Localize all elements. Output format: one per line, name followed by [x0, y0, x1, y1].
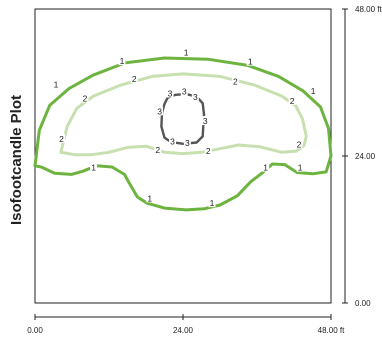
contour-label-bg [309, 86, 317, 96]
contour-label: 1 [311, 86, 316, 96]
contour-label-bg [130, 73, 138, 83]
contour-label-bg [146, 193, 154, 203]
contour-label-bg [156, 106, 164, 116]
contour-label-bg [182, 47, 190, 57]
contour-label: 1 [263, 163, 268, 173]
contour-label-bg [201, 116, 209, 126]
x-tick-label: 0.00 [27, 326, 43, 335]
contour-label-bg [90, 162, 98, 172]
x-tick-label: 48.00 ft [318, 326, 345, 335]
contour-label-bg [154, 144, 162, 154]
contour-label: 3 [157, 106, 162, 116]
contour-label: 1 [248, 57, 253, 67]
y-axis: 0.00 24.00 48.00 ft [342, 5, 382, 308]
contour-label-bg [183, 138, 191, 148]
contour-label: 2 [297, 139, 302, 149]
contour-label: 3 [182, 87, 187, 97]
contour-label-bg [118, 56, 126, 66]
contour-label-bg [246, 56, 254, 66]
contour-label: 3 [203, 116, 208, 126]
contour-label-bg [295, 139, 303, 149]
y-tick-label: 24.00 [355, 152, 376, 161]
contour-label: 2 [132, 74, 137, 84]
contour-label: 3 [168, 89, 173, 99]
contour-label-bg [288, 95, 296, 105]
contour-label: 1 [54, 79, 59, 89]
contour-label: 1 [184, 47, 189, 57]
x-axis: 0.00 24.00 48.00 ft [27, 314, 345, 335]
contour-label-bg [208, 198, 216, 208]
y-tick-label: 0.00 [355, 299, 371, 308]
contour-layer [33, 56, 333, 212]
contour-label: 2 [290, 96, 295, 106]
contour-label-bg [52, 79, 60, 89]
contour-label-bg [296, 162, 304, 172]
contour-label: 2 [59, 134, 64, 144]
contour-label-bg [169, 136, 177, 146]
contour-label: 1 [298, 163, 303, 173]
contour-label: 1 [147, 193, 152, 203]
contour-label-bg [204, 146, 212, 156]
chart-title: Isofootcandle Plot [8, 95, 25, 225]
contour-line-level-1 [33, 56, 333, 212]
contour-label: 2 [83, 93, 88, 103]
contour-label-bg [81, 93, 89, 103]
contour-label-bg [231, 76, 239, 86]
contour-label: 3 [193, 92, 198, 102]
contour-label: 1 [210, 198, 215, 208]
contour-label: 3 [170, 136, 175, 146]
contour-label-bg [166, 88, 174, 98]
contour-label: 2 [206, 146, 211, 156]
contour-line-level-2 [59, 72, 308, 157]
contour-label: 2 [155, 145, 160, 155]
contour-line-level-3 [160, 92, 206, 145]
contour-label: 3 [185, 138, 190, 148]
contour-label: 1 [91, 163, 96, 173]
y-tick-label: 48.00 ft [355, 5, 382, 14]
contour-label-bg [58, 133, 66, 143]
contour-label: 2 [233, 76, 238, 86]
contour-label: 1 [120, 56, 125, 66]
contour-label-bg [191, 92, 199, 102]
x-tick-label: 24.00 [173, 326, 194, 335]
contour-label-bg [180, 86, 188, 96]
contour-label-bg [262, 162, 270, 172]
